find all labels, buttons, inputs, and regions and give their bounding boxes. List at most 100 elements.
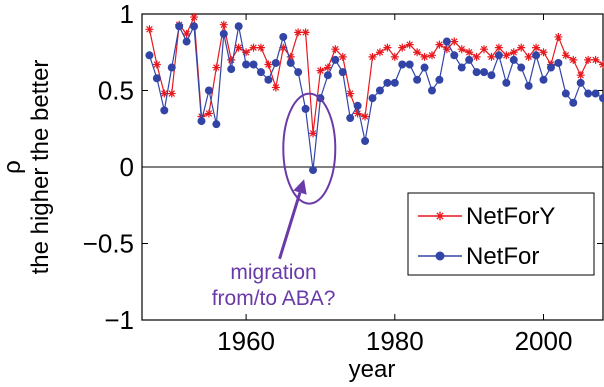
legend-label-netfory: NetForY: [466, 203, 555, 230]
data-point: [160, 89, 169, 98]
data-point: [465, 48, 474, 57]
y-tick-label: −1: [104, 305, 134, 335]
data-point: [294, 28, 303, 37]
data-point: [532, 51, 541, 60]
annotation-text-line-1: migration: [230, 261, 316, 284]
data-point: [242, 48, 251, 57]
data-point: [517, 63, 526, 72]
data-point: [494, 43, 503, 52]
data-point: [294, 68, 303, 77]
data-point: [175, 22, 184, 31]
legend-circle-icon: [435, 251, 445, 261]
annotation-arrow: [278, 192, 302, 260]
data-point: [286, 52, 295, 61]
data-point: [212, 120, 221, 129]
annotation-text-line-2: from/to ABA?: [212, 287, 336, 310]
data-point: [256, 43, 265, 52]
data-point: [457, 63, 466, 72]
y-axis: −1 −0.5 0 0.5 1: [83, 0, 603, 335]
data-point: [472, 68, 481, 77]
data-point: [249, 43, 258, 52]
series-netfor: [145, 22, 604, 175]
data-point: [569, 98, 578, 107]
data-point: [204, 109, 213, 118]
data-point: [502, 51, 511, 60]
data-point: [167, 89, 176, 98]
data-point: [420, 63, 429, 72]
series-layer: [145, 13, 604, 175]
y-tick-label: 0.5: [98, 76, 134, 106]
data-point: [346, 89, 355, 98]
data-point: [599, 60, 604, 69]
data-point: [309, 129, 318, 138]
data-point: [442, 45, 451, 54]
data-point: [480, 45, 489, 54]
data-point: [591, 89, 600, 98]
data-point: [338, 68, 347, 77]
x-axis-label: year: [349, 356, 396, 383]
data-point: [405, 40, 414, 49]
y-tick-label: 1: [120, 0, 134, 29]
data-point: [227, 65, 236, 74]
data-point: [286, 58, 295, 67]
annotation: migration from/to ABA?: [212, 92, 337, 310]
data-point: [487, 71, 496, 80]
data-point: [524, 81, 533, 90]
data-point: [204, 86, 213, 95]
data-point: [509, 48, 518, 57]
y-axis-label: the higher the better: [27, 60, 54, 275]
data-point: [480, 68, 489, 77]
data-point: [212, 63, 221, 72]
legend-box: [407, 192, 595, 276]
x-tick-label: 2000: [515, 326, 573, 356]
legend-label-netfor: NetFor: [466, 243, 539, 270]
data-point: [375, 48, 384, 57]
data-point: [145, 51, 154, 60]
data-point: [383, 43, 392, 52]
data-point: [249, 60, 258, 69]
data-point: [413, 48, 422, 57]
data-point: [509, 55, 518, 64]
data-point: [190, 13, 199, 22]
data-point: [383, 78, 392, 87]
data-point: [465, 55, 474, 64]
data-point: [554, 32, 563, 41]
data-point: [539, 75, 548, 84]
data-point: [584, 89, 593, 98]
legend-entry-netfor: NetFor: [418, 243, 539, 270]
data-point: [457, 45, 466, 54]
data-point: [450, 37, 459, 46]
data-point: [546, 63, 555, 72]
data-point: [361, 112, 370, 121]
data-point: [427, 86, 436, 95]
annotation-arrowhead: [293, 179, 307, 195]
data-point: [167, 63, 176, 72]
data-point: [487, 52, 496, 61]
data-point: [190, 22, 199, 31]
data-point: [152, 60, 161, 69]
data-point: [256, 68, 265, 77]
data-point: [561, 89, 570, 98]
data-point: [368, 52, 377, 61]
data-point: [227, 55, 236, 64]
data-point: [271, 83, 280, 92]
data-point: [576, 78, 585, 87]
data-point: [182, 37, 191, 46]
data-point: [264, 60, 273, 69]
data-point: [152, 74, 161, 83]
data-point: [197, 117, 206, 126]
data-point: [413, 75, 422, 84]
data-point: [323, 71, 332, 80]
data-point: [331, 55, 340, 64]
data-point: [264, 75, 273, 84]
data-point: [309, 166, 318, 175]
data-point: [145, 25, 154, 34]
data-point: [346, 114, 355, 123]
data-point: [524, 52, 533, 61]
x-axis: 1960 1980 2000: [217, 14, 572, 356]
data-point: [584, 55, 593, 64]
data-point: [242, 60, 251, 69]
data-point: [554, 58, 563, 67]
data-point: [301, 28, 310, 37]
data-point: [539, 48, 548, 57]
